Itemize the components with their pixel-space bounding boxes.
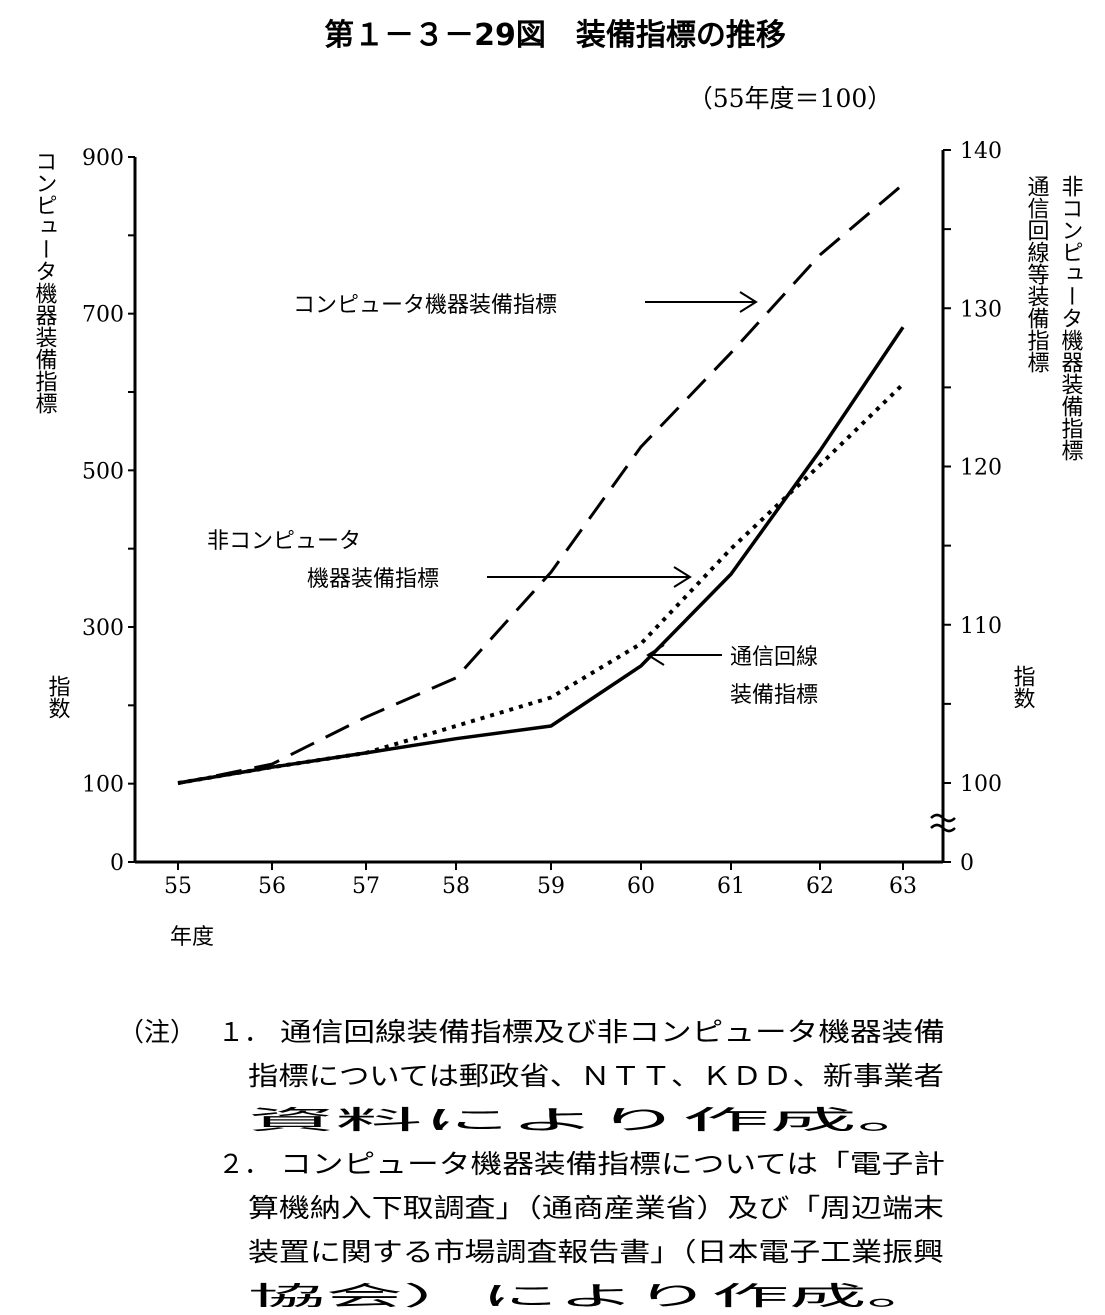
note-line: 算機納入下取調査」（通商産業省）及び「周辺端末 [248, 1194, 944, 1224]
right-tick-label: 120 [960, 456, 1002, 481]
x-tick-label: 55 [164, 874, 192, 899]
x-tick-label: 57 [352, 874, 380, 899]
x-tick-label: 61 [717, 874, 745, 899]
chart-title: 第１－３－29図 装備指標の推移 [324, 18, 786, 53]
series-line-telecom [177, 326, 905, 785]
annotation-telecom-arrowhead [646, 644, 665, 666]
note-line: 装置に関する市場調査報告書」（日本電子工業振興 [248, 1238, 944, 1268]
annotation-computer: コンピュータ機器装備指標 [293, 293, 557, 318]
x-tick-label: 58 [442, 874, 470, 899]
left-tick-label: 900 [82, 146, 124, 171]
annotation-computer-arrowhead [739, 291, 758, 313]
right-axis-label-line2: 通信回線等装備指標 [1024, 175, 1050, 373]
right-tick-label: 100 [960, 772, 1002, 797]
x-tick-label: 62 [806, 874, 834, 899]
x-tick-label: 56 [258, 874, 286, 899]
right-axis-label-line1: 非コンピュータ機器装備指標 [1058, 175, 1084, 461]
x-tick-label: 60 [627, 874, 655, 899]
left-tick-label: 300 [82, 616, 124, 641]
annotation-telecom-line1: 通信回線 [730, 645, 818, 670]
right-axis-unit-label: 指数 [1010, 665, 1036, 709]
note-line: 指標については郵政省、ＮＴＴ、ＫＤＤ、新事業者 [248, 1062, 944, 1092]
left-tick-label: 100 [82, 773, 124, 798]
notes-prefix: （注） [118, 1018, 196, 1048]
left-axis-unit-label: 指数 [45, 675, 71, 719]
annotation-noncomputer-arrowhead [673, 566, 692, 588]
right-tick-label: 0 [960, 851, 974, 876]
right-tick-label: 130 [960, 297, 1002, 322]
right-tick-label: 140 [960, 139, 1002, 164]
left-tick-label: 500 [82, 459, 124, 484]
right-tick-label: 110 [960, 614, 1002, 639]
note-line: コンピュータ機器装備指標については「電子計 [280, 1150, 945, 1180]
note-number: ２． [218, 1150, 270, 1180]
left-tick-label: 0 [110, 851, 124, 876]
x-tick-label: 63 [889, 874, 917, 899]
note-line: 資料により作成。 [248, 1106, 944, 1136]
series-line-noncomputer [177, 382, 905, 785]
x-tick-label: 59 [537, 874, 565, 899]
axis-break-mark [930, 813, 956, 833]
annotation-telecom-line2: 装備指標 [730, 683, 818, 708]
note-number: １． [218, 1018, 270, 1048]
note-line: 通信回線装備指標及び非コンピュータ機器装備 [280, 1018, 945, 1048]
chart-subtitle: （55年度＝100） [688, 84, 893, 113]
x-axis-label: 年度 [170, 925, 214, 950]
annotation-noncomputer-line1: 非コンピュータ [207, 529, 361, 554]
left-axis-label: コンピュータ機器装備指標 [32, 150, 58, 414]
annotation-noncomputer-line2: 機器装備指標 [307, 567, 439, 592]
note-line: 協会）により作成。 [248, 1282, 944, 1312]
left-tick-label: 700 [82, 303, 124, 328]
